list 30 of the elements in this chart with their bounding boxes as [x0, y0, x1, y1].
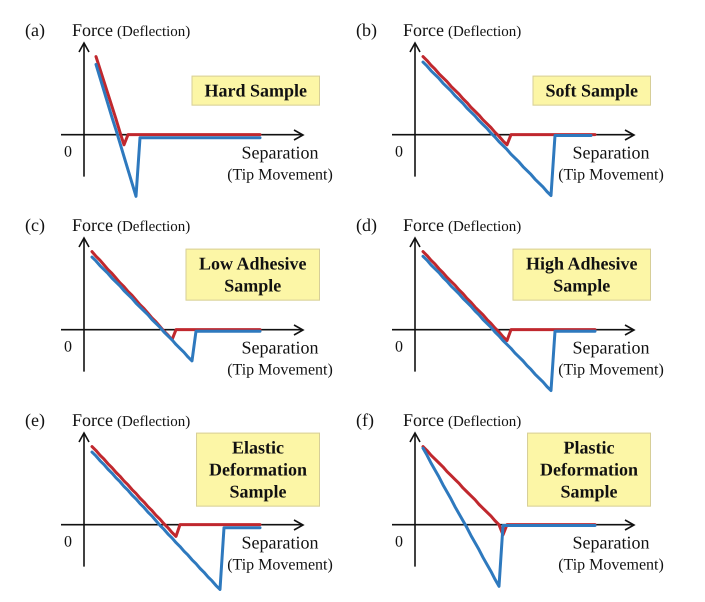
chart-title: (f) — [356, 410, 374, 430]
annotation: High Adhesive Sample — [526, 254, 638, 296]
chart-title: (b) — [356, 20, 377, 40]
y-axis-title: Force (Deflection) — [403, 410, 522, 430]
text: 0 — [395, 144, 403, 161]
x-axis-title: Separation (Tip Movement) — [227, 532, 333, 574]
annotation: Plastic Deformation Sample — [540, 438, 638, 502]
y-axis-title: Force (Deflection) — [72, 20, 190, 40]
text: 0 — [395, 338, 403, 356]
y-axis-title: Force (Deflection) — [403, 20, 522, 40]
chart-title: (d) — [356, 215, 377, 235]
x-axis-title: Separation (Tip Movement) — [558, 142, 664, 184]
text: 0 — [64, 338, 72, 356]
chart-title: (c) — [25, 215, 45, 235]
text: 0 — [64, 144, 72, 161]
text: 0 — [395, 534, 403, 551]
y-axis-title: Force (Deflection) — [72, 215, 190, 235]
x-axis-title: Separation (Tip Movement) — [227, 142, 333, 184]
annotation: Soft Sample — [545, 80, 638, 101]
annotation: Elastic Deformation Sample — [209, 438, 308, 502]
chart-title: (a) — [25, 20, 45, 40]
text: 0 — [64, 534, 72, 551]
x-axis-title: Separation (Tip Movement) — [558, 338, 664, 379]
x-axis-title: Separation (Tip Movement) — [558, 532, 664, 574]
chart-title: (e) — [25, 410, 45, 430]
y-axis-title: Force (Deflection) — [403, 215, 522, 235]
x-axis-title: Separation (Tip Movement) — [227, 338, 333, 379]
annotation: Hard Sample — [204, 80, 308, 101]
annotation: Low Adhesive Sample — [198, 254, 307, 296]
y-axis-title: Force (Deflection) — [72, 410, 190, 430]
